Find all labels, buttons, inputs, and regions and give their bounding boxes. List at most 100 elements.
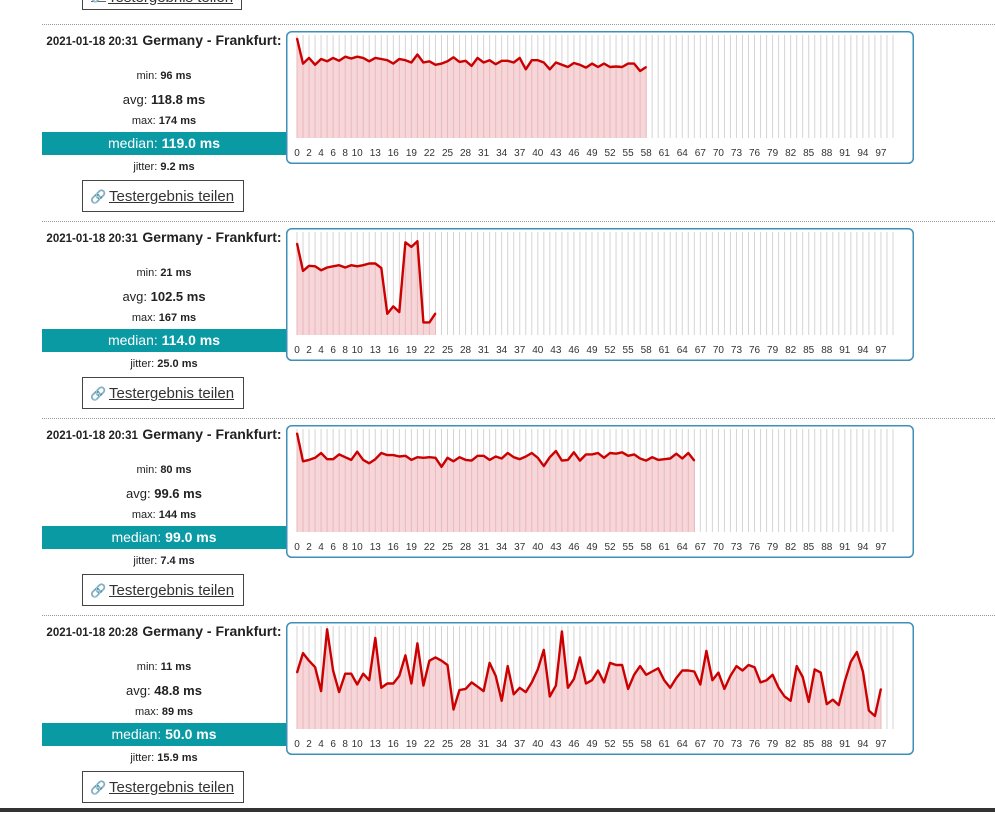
data-point: [573, 451, 575, 454]
stat-max-value: 89 ms: [161, 706, 194, 718]
data-point: [404, 654, 407, 657]
x-tick-label: 6: [330, 345, 336, 356]
x-tick-label: 49: [586, 345, 598, 356]
data-point: [392, 62, 395, 65]
data-point: [356, 450, 358, 453]
x-tick-label: 91: [839, 345, 851, 356]
x-tick-label: 37: [514, 148, 526, 159]
separator: [42, 221, 995, 222]
x-tick-label: 16: [388, 345, 400, 356]
share-button[interactable]: 🔗 Testergebnis teilen: [82, 574, 244, 606]
x-tick-label: 58: [641, 345, 653, 356]
data-point: [518, 687, 521, 689]
stat-jitter: jitter: 9.2 ms: [133, 161, 195, 173]
result-info: 2021-01-18 20:28 Germany - Frankfurt: min…: [42, 617, 286, 814]
data-point: [555, 450, 557, 452]
data-point: [482, 454, 485, 457]
x-tick-label: 13: [370, 542, 382, 553]
share-button-previous[interactable]: 🔗 Testergebnis teilen: [82, 0, 242, 10]
x-tick-label: 22: [424, 542, 436, 553]
data-point: [549, 456, 551, 458]
data-point: [314, 457, 316, 459]
data-point: [777, 687, 780, 689]
x-tick-label: 13: [370, 345, 382, 356]
data-point: [422, 684, 425, 687]
data-point: [296, 242, 298, 245]
share-label: Testergebnis teilen: [109, 779, 235, 796]
data-point: [537, 457, 539, 459]
data-point: [699, 683, 702, 686]
data-point: [807, 701, 810, 703]
result-datetime: 2021-01-18 20:28: [46, 627, 138, 639]
stat-min-value: 21 ms: [160, 267, 192, 279]
data-point: [524, 68, 527, 71]
x-tick-label: 10: [352, 739, 364, 750]
data-point: [639, 70, 641, 72]
data-point: [476, 685, 479, 688]
stat-jitter: jitter: 25.0 ms: [130, 358, 198, 370]
x-tick-label: 0: [294, 739, 300, 750]
x-tick-label: 49: [586, 739, 598, 750]
data-point: [380, 687, 383, 689]
data-point: [446, 457, 449, 459]
data-point: [422, 61, 425, 64]
data-point: [663, 458, 666, 461]
share-button[interactable]: 🔗 Testergebnis teilen: [82, 180, 244, 212]
data-point: [428, 321, 431, 324]
data-point: [446, 664, 449, 666]
data-point: [651, 456, 653, 458]
x-tick-label: 2: [306, 739, 312, 750]
share-button[interactable]: 🔗 Testergebnis teilen: [82, 771, 244, 803]
data-point: [506, 59, 509, 62]
x-tick-label: 88: [821, 148, 833, 159]
data-point: [386, 313, 389, 315]
data-point: [362, 264, 365, 266]
result-datetime: 2021-01-18 20:31: [46, 233, 138, 245]
share-button[interactable]: 🔗 Testergebnis teilen: [82, 377, 244, 409]
data-point: [404, 454, 407, 457]
link-icon: 🔗: [90, 386, 107, 401]
data-point: [651, 670, 653, 673]
x-tick-label: 34: [496, 148, 508, 159]
data-point: [783, 695, 786, 698]
x-tick-label: 52: [604, 148, 616, 159]
data-point: [735, 665, 738, 667]
x-tick-label: 0: [294, 345, 300, 356]
result-location: Germany - Frankfurt:: [142, 426, 282, 442]
data-point: [561, 459, 563, 462]
x-tick-label: 97: [875, 739, 887, 750]
x-tick-label: 4: [318, 148, 324, 159]
data-point: [482, 61, 485, 64]
data-point: [368, 679, 371, 682]
data-point: [314, 666, 316, 668]
x-tick-label: 67: [695, 739, 707, 750]
data-point: [416, 642, 419, 645]
data-point: [549, 695, 551, 698]
data-point: [506, 665, 509, 667]
data-point: [332, 669, 334, 672]
data-point: [410, 682, 413, 685]
link-icon: 🔗: [90, 189, 107, 204]
data-point: [338, 264, 340, 266]
stat-max-value: 167 ms: [158, 312, 197, 324]
data-point: [669, 687, 672, 689]
x-tick-label: 2: [306, 148, 312, 159]
data-point: [302, 270, 304, 272]
stat-min: min: 21 ms: [136, 267, 192, 279]
data-point: [446, 60, 449, 63]
data-point: [428, 60, 431, 63]
data-point: [801, 676, 804, 678]
x-tick-label: 82: [785, 148, 797, 159]
x-tick-label: 31: [478, 739, 490, 750]
x-tick-label: 79: [767, 148, 779, 159]
data-point: [488, 59, 491, 61]
data-point: [573, 678, 575, 680]
x-tick-label: 25: [442, 148, 454, 159]
data-point: [609, 662, 611, 664]
data-point: [488, 459, 491, 461]
data-point: [416, 240, 419, 242]
data-point: [524, 691, 527, 693]
data-point: [603, 62, 605, 65]
data-point: [458, 689, 461, 691]
stat-jitter: jitter: 15.9 ms: [130, 752, 198, 764]
